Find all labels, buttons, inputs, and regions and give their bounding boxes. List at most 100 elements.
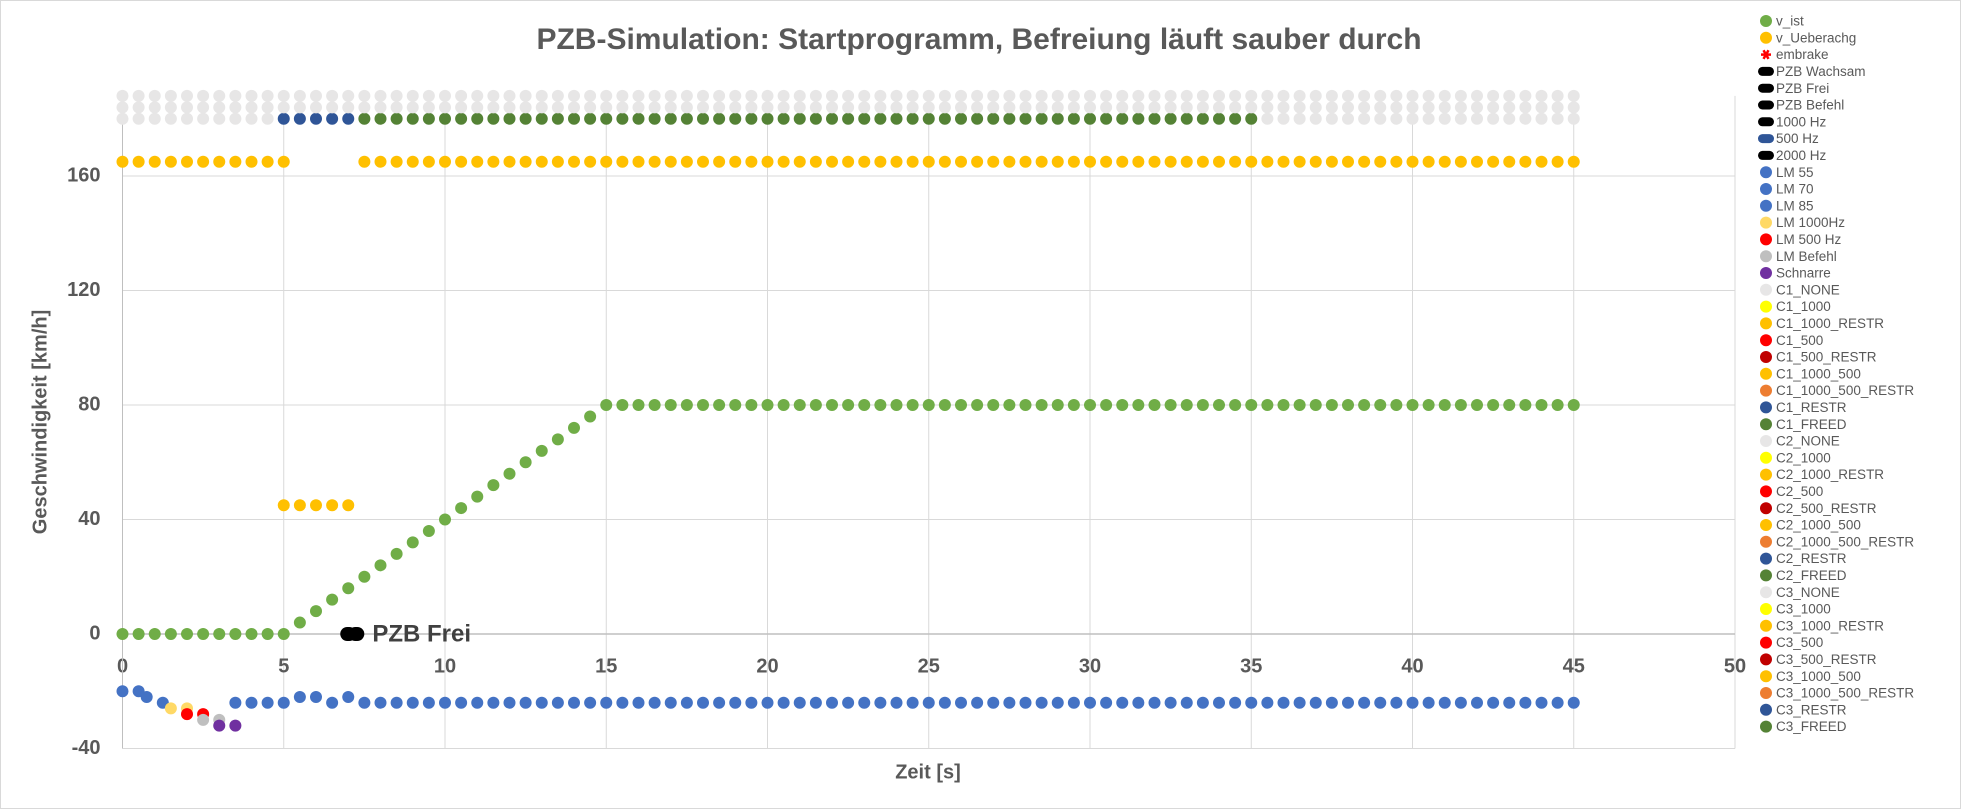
data-point (1422, 696, 1435, 709)
data-point (471, 89, 484, 102)
data-point (1067, 399, 1080, 412)
data-point (616, 399, 629, 412)
data-point (890, 399, 903, 412)
data-point (1438, 155, 1451, 168)
data-point (777, 155, 790, 168)
data-point (1487, 101, 1500, 114)
data-point (326, 499, 339, 512)
data-point (777, 399, 790, 412)
data-point (664, 112, 677, 125)
data-point (358, 112, 371, 125)
legend-label: C3_1000_500 (1776, 669, 1861, 684)
data-point (1325, 696, 1338, 709)
data-point (261, 101, 274, 114)
data-point (116, 112, 129, 125)
data-point (729, 101, 742, 114)
data-point (1293, 696, 1306, 709)
data-point (1535, 89, 1548, 102)
data-point (1067, 89, 1080, 102)
data-point (1374, 101, 1387, 114)
legend-label: C2_NONE (1776, 434, 1840, 449)
legend-marker (1760, 300, 1772, 313)
legend-label: C3_RESTR (1776, 702, 1847, 717)
data-point (197, 713, 210, 726)
y-tick-label: 0 (89, 622, 100, 644)
data-point (729, 696, 742, 709)
data-point (342, 101, 355, 114)
data-point (1245, 155, 1258, 168)
data-point (310, 112, 322, 125)
data-point (729, 155, 742, 168)
data-point (842, 89, 855, 102)
data-point (1035, 89, 1048, 102)
legend-marker (1760, 166, 1772, 179)
data-point (1422, 112, 1435, 125)
legend-marker (1758, 100, 1774, 110)
data-point (890, 696, 903, 709)
data-point (1503, 101, 1516, 114)
data-point (455, 155, 468, 168)
data-point (680, 112, 693, 125)
data-point (310, 605, 322, 618)
legend-label: PZB Frei (1776, 81, 1829, 96)
data-point (132, 101, 145, 114)
data-point (116, 155, 129, 168)
legend-label: LM Befehl (1776, 249, 1837, 264)
data-point (1374, 696, 1387, 709)
data-point (616, 112, 629, 125)
data-point (697, 112, 709, 125)
data-point (1213, 89, 1225, 102)
data-point (568, 112, 580, 125)
data-point (342, 690, 355, 703)
data-point (922, 89, 935, 102)
data-point (1325, 89, 1338, 102)
data-point (938, 696, 951, 709)
data-point (471, 101, 484, 114)
data-point (1180, 112, 1193, 125)
data-point (1293, 155, 1306, 168)
x-tick-label: 15 (595, 655, 617, 677)
legend-marker (1760, 367, 1772, 380)
data-point (148, 155, 161, 168)
data-point (729, 399, 742, 412)
data-point (1229, 399, 1242, 412)
data-point (664, 696, 677, 709)
data-point (164, 702, 177, 715)
data-point (1471, 89, 1483, 102)
legend-marker (1760, 619, 1772, 632)
data-point (1164, 155, 1177, 168)
data-point (1277, 101, 1290, 114)
data-point (1051, 155, 1064, 168)
data-point (664, 399, 677, 412)
data-point (439, 112, 451, 125)
data-point (584, 696, 597, 709)
data-point (132, 155, 145, 168)
legend-marker (1760, 384, 1772, 397)
legend-marker (1760, 703, 1772, 716)
data-point (245, 89, 258, 102)
data-point (922, 101, 935, 114)
data-point (455, 696, 468, 709)
data-point (971, 89, 984, 102)
data-point (1051, 696, 1064, 709)
data-point (1551, 399, 1564, 412)
data-point (181, 112, 193, 125)
legend-label: 2000 Hz (1776, 148, 1827, 163)
data-point (1325, 399, 1338, 412)
data-point (1100, 399, 1113, 412)
data-point (987, 155, 1000, 168)
data-point (1035, 399, 1048, 412)
data-point (568, 696, 580, 709)
data-point (1084, 112, 1096, 125)
data-point (503, 155, 516, 168)
data-point (1261, 101, 1274, 114)
data-point (987, 399, 1000, 412)
legend-marker (1760, 720, 1772, 733)
data-point (1180, 89, 1193, 102)
data-point (358, 89, 371, 102)
legend-label: 1000 Hz (1776, 114, 1827, 129)
data-point (1100, 89, 1113, 102)
data-point (326, 101, 339, 114)
legend-label: C1_1000_RESTR (1776, 316, 1884, 331)
data-point (358, 570, 371, 583)
